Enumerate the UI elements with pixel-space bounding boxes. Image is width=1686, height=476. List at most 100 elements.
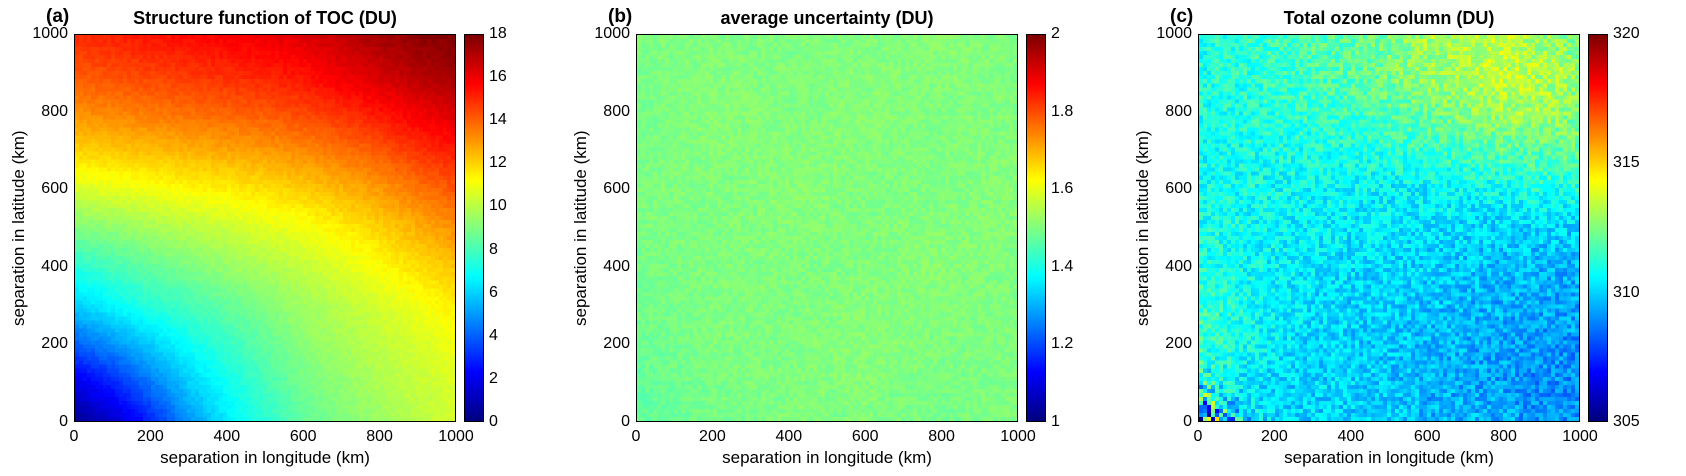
panel-b-plot-row: separation in latitude (km) 0 200 400 600 80… [570, 25, 1124, 430]
panel-title-b: average uncertainty (DU) [720, 8, 934, 28]
y-tick-label: 600 [603, 180, 630, 198]
panel-a-xaxis: 0 200 400 600 800 1000 separation in longitud… [70, 424, 474, 472]
x-tick-label: 800 [1490, 428, 1517, 445]
colorbar-c [1588, 34, 1608, 422]
x-tick-label: 800 [366, 428, 393, 445]
y-tick-label: 800 [603, 102, 630, 120]
panel-b-xaxis: 0 200 400 600 800 1000 separation in longitud… [632, 424, 1036, 472]
x-tick-label: 200 [699, 428, 726, 445]
y-axis-label-c: separation in latitude (km) [1133, 130, 1152, 326]
colorbar-tick-label: 10 [489, 197, 507, 215]
colorbar-ticks-a: 0 2 4 6 8 10 12 14 16 18 [484, 25, 528, 430]
x-axis-ticks-b: 0 200 400 600 800 1000 [632, 424, 1036, 448]
colorbar-tick-label: 0 [489, 413, 498, 430]
colorbar-tick-label: 4 [489, 326, 498, 344]
x-tick-label: 1000 [1000, 428, 1036, 445]
y-axis-ticks-b: 0 200 400 600 800 1000 [592, 25, 636, 430]
y-tick-label: 800 [41, 102, 68, 120]
y-tick-label: 1000 [594, 25, 630, 42]
colorbar-tick-label: 1.2 [1051, 335, 1074, 353]
colorbar-ticks-b: 1 1.2 1.4 1.6 1.8 2 [1046, 25, 1090, 430]
y-tick-label: 0 [59, 413, 68, 430]
panel-a-title-row: (a) Structure function of TOC (DU) [8, 4, 562, 34]
heatmap-area-c [1198, 34, 1580, 422]
y-tick-label: 0 [621, 413, 630, 430]
y-tick-label: 1000 [32, 25, 68, 42]
y-tick-label: 400 [603, 257, 630, 275]
x-tick-label: 600 [851, 428, 879, 445]
x-tick-label: 0 [1193, 428, 1203, 445]
panel-letter-b: (b) [608, 6, 633, 27]
colorbar-tick-label: 14 [489, 111, 507, 129]
y-tick-label: 0 [1183, 413, 1192, 430]
colorbar-wrap-c [1588, 34, 1608, 422]
colorbar-tick-label: 305 [1613, 413, 1640, 430]
x-axis-label-a: separation in longitude (km) [160, 448, 370, 467]
heatmap-canvas-c [1198, 34, 1580, 422]
panel-title-c: Total ozone column (DU) [1283, 8, 1495, 28]
x-tick-label: 0 [631, 428, 641, 445]
x-axis-label-c: separation in longitude (km) [1284, 448, 1494, 467]
x-axis-ticks-c: 0 200 400 600 800 1000 [1194, 424, 1598, 448]
x-tick-label: 200 [137, 428, 164, 445]
colorbar-tick-label: 2 [1051, 25, 1060, 42]
panel-c-xaxis: 0 200 400 600 800 1000 separation in longitud… [1194, 424, 1598, 472]
panel-c-title-row: (c) Total ozone column (DU) [1132, 4, 1686, 34]
x-tick-label: 600 [289, 428, 317, 445]
colorbar-wrap-b [1026, 34, 1046, 422]
y-tick-label: 600 [41, 180, 68, 198]
panel-b: (b) average uncertainty (DU) separation … [562, 0, 1124, 476]
y-axis-ticks-a: 0 200 400 600 800 1000 [30, 25, 74, 430]
colorbar-tick-label: 16 [489, 68, 507, 86]
colorbar-tick-label: 1.8 [1051, 102, 1074, 120]
colorbar-tick-label: 8 [489, 240, 498, 258]
x-tick-label: 400 [213, 428, 241, 445]
colorbar-tick-label: 310 [1613, 283, 1640, 301]
y-tick-label: 800 [1165, 102, 1192, 120]
panel-letter-a: (a) [46, 6, 70, 27]
y-tick-label: 1000 [1156, 25, 1192, 42]
panel-c: (c) Total ozone column (DU) separation i… [1124, 0, 1686, 476]
x-tick-label: 400 [1337, 428, 1365, 445]
x-axis-label-b: separation in longitude (km) [722, 448, 932, 467]
x-tick-label: 600 [1413, 428, 1441, 445]
colorbar-tick-label: 1.4 [1051, 257, 1074, 275]
colorbar-b [1026, 34, 1046, 422]
heatmap-area-b [636, 34, 1018, 422]
y-tick-label: 400 [41, 257, 68, 275]
x-tick-label: 200 [1261, 428, 1288, 445]
y-tick-label: 200 [1165, 335, 1192, 353]
heatmap-canvas-a [74, 34, 456, 422]
x-tick-label: 1000 [1562, 428, 1598, 445]
colorbar-tick-label: 320 [1613, 25, 1640, 42]
x-axis-ticks-a: 0 200 400 600 800 1000 [70, 424, 474, 448]
panel-letter-c: (c) [1170, 6, 1194, 27]
colorbar-tick-label: 315 [1613, 154, 1640, 172]
colorbar-tick-label: 1.6 [1051, 180, 1074, 198]
panel-a: (a) Structure function of TOC (DU) separ… [0, 0, 562, 476]
heatmap-area-a [74, 34, 456, 422]
x-tick-label: 800 [928, 428, 955, 445]
x-tick-label: 1000 [438, 428, 474, 445]
y-axis-ticks-c: 0 200 400 600 800 1000 [1154, 25, 1198, 430]
panel-a-plot-row: separation in latitude (km) 0 200 400 600 80… [8, 25, 562, 430]
y-tick-label: 600 [1165, 180, 1192, 198]
y-axis-label-a: separation in latitude (km) [9, 130, 28, 326]
colorbar-wrap-a [464, 34, 484, 422]
y-tick-label: 400 [1165, 257, 1192, 275]
colorbar-tick-label: 18 [489, 25, 507, 42]
colorbar-tick-label: 12 [489, 154, 507, 172]
colorbar-tick-label: 2 [489, 369, 498, 387]
y-tick-label: 200 [41, 335, 68, 353]
y-axis-label-b: separation in latitude (km) [571, 130, 590, 326]
colorbar-tick-label: 6 [489, 283, 498, 301]
heatmap-canvas-b [636, 34, 1018, 422]
x-tick-label: 400 [775, 428, 803, 445]
colorbar-tick-label: 1 [1051, 413, 1060, 430]
panel-title-a: Structure function of TOC (DU) [133, 8, 397, 28]
colorbar-a [464, 34, 484, 422]
y-tick-label: 200 [603, 335, 630, 353]
colorbar-ticks-c: 305 310 315 320 [1608, 25, 1652, 430]
x-tick-label: 0 [69, 428, 79, 445]
